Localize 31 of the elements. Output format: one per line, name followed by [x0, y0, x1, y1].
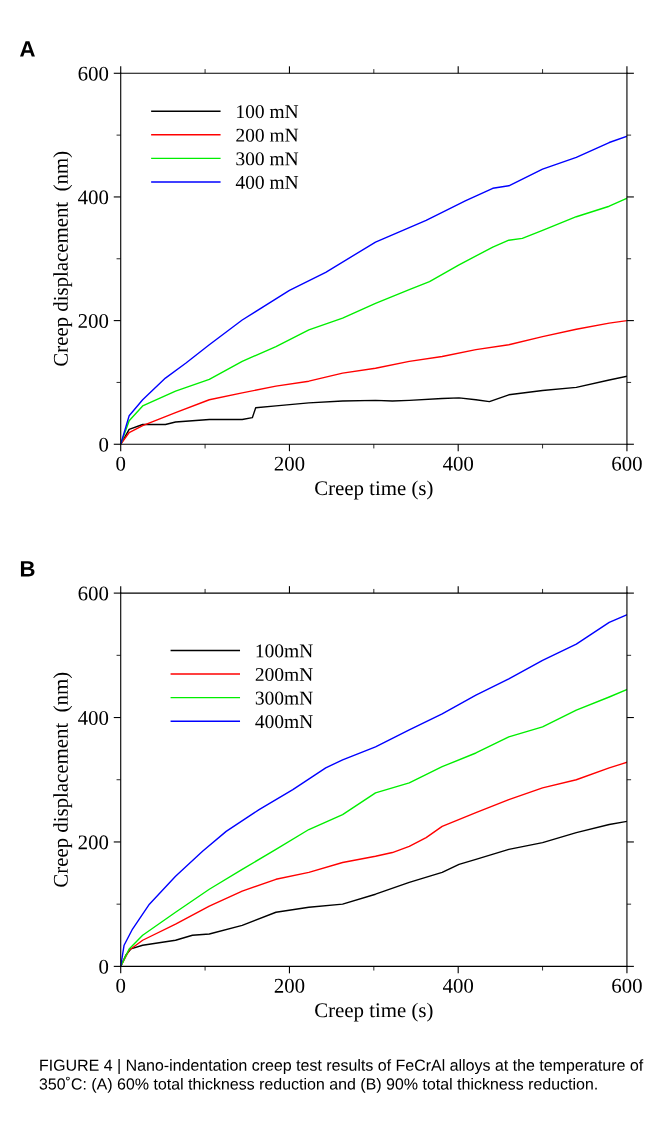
y-tick-label: 400: [78, 190, 109, 205]
chart-title: A: [20, 41, 35, 57]
legend-label: 300mN: [255, 691, 313, 705]
y-tick-label: 0: [99, 437, 109, 452]
legend-label: 100mN: [256, 644, 313, 658]
legend-label: 300 mN: [236, 152, 299, 166]
caption: FIGURE 4 | Nano-indentation creep test results of FeCrAl alloys at the temperature of 350˚C: (A) 60% total thickness reduction and (B) 90% total thickness reduction.: [39, 1059, 644, 1093]
y-tick-label: 200: [78, 835, 109, 850]
x-axis-title: Creep time (s): [315, 1002, 433, 1022]
y-tick-label: 600: [78, 66, 109, 81]
y-axis-title: Creep displacement (nm): [53, 151, 73, 366]
legend-label: 200 mN: [236, 128, 299, 142]
x-axis-title: Creep time (s): [315, 480, 433, 500]
x-tick-label: 0: [116, 978, 126, 993]
x-tick-label: 200: [274, 978, 305, 993]
x-tick-label: 400: [442, 456, 474, 471]
x-tick-label: 600: [612, 978, 642, 993]
legend-label: 100 mN: [237, 105, 299, 119]
legend-label: 400mN: [255, 715, 313, 729]
x-tick-label: 600: [612, 456, 642, 471]
x-tick-label: 200: [274, 456, 305, 471]
legend-label: 200mN: [255, 667, 313, 682]
y-tick-label: 0: [99, 959, 109, 974]
x-tick-label: 0: [116, 456, 126, 471]
y-axis-title: Creep displacement (nm): [53, 672, 73, 887]
y-tick-label: 400: [78, 710, 109, 725]
chart-title: B: [20, 561, 35, 577]
y-tick-label: 600: [78, 586, 109, 601]
x-tick-label: 400: [442, 978, 474, 993]
legend-label: 400 mN: [235, 175, 299, 189]
y-tick-label: 200: [78, 313, 109, 329]
